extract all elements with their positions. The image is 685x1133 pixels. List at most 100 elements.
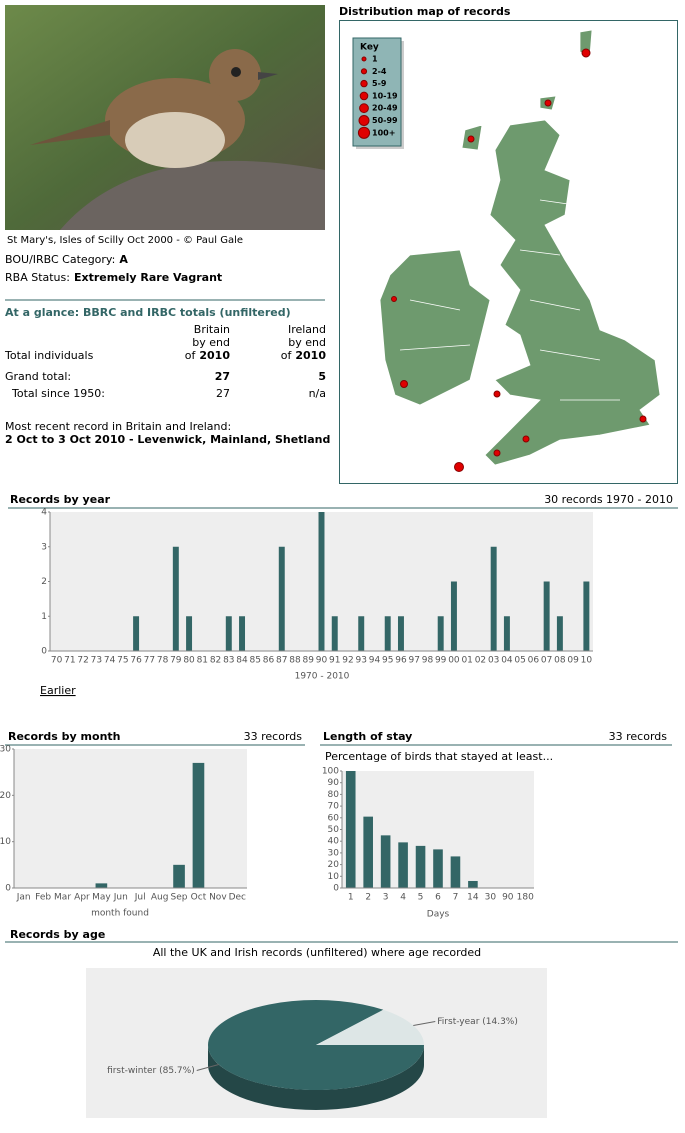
x-tick-label: 1	[348, 893, 354, 903]
status-value: Extremely Rare Vagrant	[74, 271, 222, 284]
y-tick-label: 0	[333, 884, 339, 894]
x-tick-label: 95	[382, 656, 393, 666]
key-dot	[361, 56, 367, 62]
leader-line	[413, 1020, 436, 1026]
column-header: by end	[288, 336, 326, 349]
plot-area	[14, 749, 247, 888]
x-tick-label: 03	[488, 656, 499, 666]
x-tick-label: 2	[365, 893, 371, 903]
bar	[468, 880, 478, 888]
y-tick-label: 3	[41, 542, 47, 552]
x-tick-label: Dec	[229, 893, 246, 903]
bar	[450, 581, 457, 651]
x-tick-label: 96	[395, 656, 407, 666]
chart-subtitle: 33 records	[609, 730, 668, 743]
cell: 27	[216, 387, 230, 400]
x-tick-label: 90	[502, 893, 514, 903]
y-tick-label: 20	[328, 860, 340, 870]
y-tick-label: 10	[0, 837, 11, 847]
y-tick-label: 80	[328, 790, 340, 800]
bar	[384, 616, 391, 651]
chart-subtitle: 33 records	[244, 730, 303, 743]
row-label: Grand total:	[5, 370, 71, 383]
y-tick-label: 50	[328, 825, 340, 835]
x-tick-label: 00	[448, 656, 460, 666]
x-tick-label: 99	[435, 656, 447, 666]
cell: 27	[215, 370, 230, 383]
x-tick-label: Aug	[151, 893, 169, 903]
x-tick-label: 7	[453, 893, 459, 903]
x-tick-label: 91	[329, 656, 340, 666]
x-tick-label: 71	[64, 656, 75, 666]
pie-side	[208, 1045, 424, 1110]
x-tick-label: 93	[356, 656, 367, 666]
bar	[450, 856, 461, 888]
photo	[5, 5, 325, 230]
x-tick-label: 92	[342, 656, 353, 666]
bar	[556, 616, 563, 651]
x-tick-label: 4	[400, 893, 406, 903]
chart-title: Length of stay	[323, 730, 412, 743]
key-title: Key	[360, 43, 379, 53]
category: BOU/IRBC Category: A	[5, 253, 128, 266]
bar	[397, 616, 404, 651]
x-tick-label: 10	[581, 656, 593, 666]
x-tick-label: 73	[91, 656, 102, 666]
earlier-link[interactable]: Earlier	[40, 684, 76, 697]
x-tick-label: Oct	[191, 893, 207, 903]
x-tick-label: 07	[541, 656, 552, 666]
column-header: Ireland	[288, 323, 326, 336]
x-tick-label: 01	[461, 656, 472, 666]
x-tick-label: 06	[528, 656, 540, 666]
column-header-of: of	[281, 349, 293, 362]
x-tick-label: 30	[485, 893, 497, 903]
bar	[225, 616, 232, 651]
key-dot	[358, 115, 370, 126]
x-tick-label: Jul	[134, 893, 146, 903]
cell: 5	[318, 370, 326, 383]
x-axis-label: month found	[91, 909, 149, 919]
y-tick-label: 30	[328, 848, 340, 858]
slice-label: first-winter (85.7%)	[107, 1066, 195, 1076]
x-tick-label: 82	[210, 656, 221, 666]
category-value: A	[119, 253, 128, 266]
x-tick-label: 90	[316, 656, 328, 666]
y-tick-label: 4	[41, 508, 47, 518]
recent-value: 2 Oct to 3 Oct 2010 - Levenwick, Mainlan…	[5, 433, 330, 446]
y-tick-label: 40	[328, 837, 340, 847]
x-tick-label: 08	[554, 656, 566, 666]
x-tick-label: Jun	[113, 893, 128, 903]
column-header: by end	[192, 336, 230, 349]
x-tick-label: 78	[157, 656, 169, 666]
bar	[503, 616, 510, 651]
x-tick-label: 97	[408, 656, 419, 666]
x-tick-label: 88	[289, 656, 301, 666]
x-tick-label: 84	[236, 656, 248, 666]
key-label: 1	[372, 55, 378, 64]
x-tick-label: 77	[144, 656, 155, 666]
x-tick-label: 72	[77, 656, 88, 666]
photo-caption: St Mary's, Isles of Scilly Oct 2000 - © …	[7, 235, 243, 246]
chart-title: Records by year	[10, 493, 111, 506]
bar	[358, 616, 365, 651]
x-tick-label: May	[92, 893, 111, 903]
bar	[192, 762, 205, 888]
x-tick-label: 81	[197, 656, 208, 666]
y-tick-label: 90	[328, 778, 340, 788]
cell: n/a	[309, 387, 326, 400]
bar	[543, 581, 550, 651]
slice-label: First-year (14.3%)	[437, 1017, 518, 1027]
bar	[380, 835, 391, 888]
pie-slice	[316, 1009, 424, 1045]
x-tick-label: Sep	[171, 893, 188, 903]
key-dot	[357, 126, 371, 139]
bar	[95, 883, 108, 888]
key-dot	[360, 68, 368, 75]
bar	[398, 842, 408, 888]
row-header: Total individuals	[4, 349, 94, 362]
map-dots	[391, 48, 647, 472]
key-label: 20-49	[372, 104, 398, 113]
y-tick-label: 1	[41, 612, 47, 622]
column-header: of 2010	[281, 349, 327, 362]
